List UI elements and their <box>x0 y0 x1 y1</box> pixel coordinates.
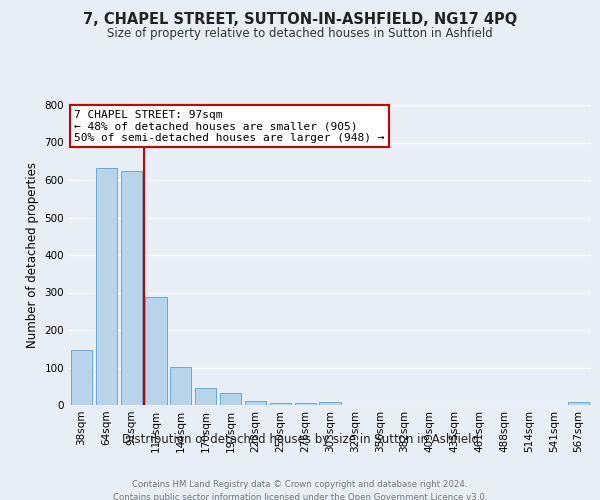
Bar <box>195 388 216 405</box>
Bar <box>71 350 92 405</box>
Bar <box>295 403 316 405</box>
Text: 7 CHAPEL STREET: 97sqm
← 48% of detached houses are smaller (905)
50% of semi-de: 7 CHAPEL STREET: 97sqm ← 48% of detached… <box>74 110 385 142</box>
Text: Contains HM Land Registry data © Crown copyright and database right 2024.
Contai: Contains HM Land Registry data © Crown c… <box>113 480 487 500</box>
Text: Distribution of detached houses by size in Sutton in Ashfield: Distribution of detached houses by size … <box>121 432 479 446</box>
Bar <box>319 402 341 405</box>
Bar <box>121 170 142 405</box>
Bar <box>220 393 241 405</box>
Bar <box>96 168 117 405</box>
Text: Size of property relative to detached houses in Sutton in Ashfield: Size of property relative to detached ho… <box>107 28 493 40</box>
Bar <box>170 367 191 405</box>
Bar <box>145 298 167 405</box>
Bar <box>245 400 266 405</box>
Bar <box>270 403 291 405</box>
Text: 7, CHAPEL STREET, SUTTON-IN-ASHFIELD, NG17 4PQ: 7, CHAPEL STREET, SUTTON-IN-ASHFIELD, NG… <box>83 12 517 28</box>
Bar <box>568 402 589 405</box>
Y-axis label: Number of detached properties: Number of detached properties <box>26 162 39 348</box>
